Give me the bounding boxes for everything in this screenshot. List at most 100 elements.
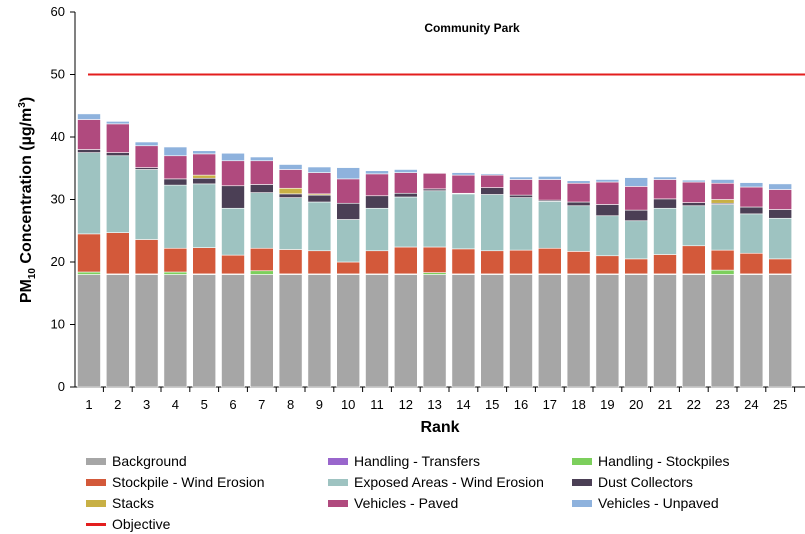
x-tick-label: 23 bbox=[715, 397, 729, 412]
bar-segment-exposed-areas-wind-erosion bbox=[192, 183, 216, 248]
bar-segment-background bbox=[221, 274, 245, 388]
bar-segment-background bbox=[250, 274, 274, 388]
bar-segment-vehicles-paved bbox=[163, 155, 188, 180]
bar-segment-vehicles-paved bbox=[537, 179, 562, 201]
bar-segment-background bbox=[134, 274, 159, 388]
bar-segment-stockpile-wind-erosion bbox=[393, 246, 418, 275]
bar-segment-vehicles-paved bbox=[566, 182, 591, 203]
x-tick-label: 16 bbox=[514, 397, 528, 412]
bar-segment-vehicles-unpaved bbox=[480, 173, 505, 176]
bar-segment-dust-collectors bbox=[336, 202, 361, 220]
bar-segment-exposed-areas-wind-erosion bbox=[509, 197, 533, 251]
y-tick-label: 10 bbox=[51, 317, 65, 332]
x-tick-label: 20 bbox=[629, 397, 643, 412]
legend-item: Stacks bbox=[86, 493, 154, 513]
bar-segment-vehicles-paved bbox=[221, 160, 245, 187]
bar-segment-vehicles-unpaved bbox=[768, 183, 793, 190]
x-tick-label: 17 bbox=[543, 397, 557, 412]
bar-segment-background bbox=[566, 274, 591, 388]
x-tick-label: 13 bbox=[427, 397, 441, 412]
x-tick-label: 25 bbox=[773, 397, 787, 412]
bar-segment-vehicles-paved bbox=[106, 123, 130, 153]
bar-segment-stockpile-wind-erosion bbox=[739, 252, 764, 275]
bar-segment-dust-collectors bbox=[221, 185, 245, 209]
bar-segment-background bbox=[422, 274, 447, 388]
bar-segment-exposed-areas-wind-erosion bbox=[768, 217, 793, 260]
bar-segment-stockpile-wind-erosion bbox=[624, 258, 649, 275]
bar-segment-vehicles-paved bbox=[710, 182, 735, 200]
bar-segment-vehicles-unpaved bbox=[681, 179, 706, 183]
svg-text:PM10 Concentration (µg/m3): PM10 Concentration (µg/m3) bbox=[17, 97, 38, 303]
bar-segment-vehicles-unpaved bbox=[624, 177, 649, 187]
x-tick-label: 21 bbox=[658, 397, 672, 412]
bar-segment-dust-collectors bbox=[393, 192, 418, 198]
legend-swatch bbox=[572, 457, 592, 465]
bar-segment-vehicles-unpaved bbox=[653, 176, 677, 180]
x-tick-label: 15 bbox=[485, 397, 499, 412]
bar-segment-dust-collectors bbox=[681, 202, 706, 207]
x-tick-label: 12 bbox=[399, 397, 413, 412]
bar-segment-background bbox=[624, 274, 649, 388]
x-tick-label: 3 bbox=[143, 397, 150, 412]
bar-segment-vehicles-paved bbox=[393, 172, 418, 194]
bar-segment-exposed-areas-wind-erosion bbox=[307, 201, 332, 252]
bar-segment-dust-collectors bbox=[624, 209, 649, 222]
bar-segment-vehicles-paved bbox=[422, 172, 447, 190]
bar-segment-dust-collectors bbox=[106, 152, 130, 157]
bar-segment-exposed-areas-wind-erosion bbox=[250, 192, 274, 249]
bar-segment-vehicles-paved bbox=[768, 189, 793, 210]
bar-segment-exposed-areas-wind-erosion bbox=[681, 205, 706, 247]
y-tick-label: 50 bbox=[51, 67, 65, 82]
x-axis-label: Rank bbox=[420, 419, 459, 436]
legend-item: Background bbox=[86, 451, 187, 471]
legend-swatch bbox=[328, 499, 348, 507]
bar-segment-stockpile-wind-erosion bbox=[566, 251, 591, 275]
legend-item: Vehicles - Unpaved bbox=[572, 493, 719, 513]
bar-segment-vehicles-paved bbox=[480, 174, 505, 188]
bar-segment-stockpile-wind-erosion bbox=[537, 247, 562, 275]
legend-label: Handling - Stockpiles bbox=[598, 453, 730, 469]
legend-label: Handling - Transfers bbox=[354, 453, 481, 469]
bar-segment-stockpile-wind-erosion bbox=[221, 254, 245, 275]
y-tick-label: 60 bbox=[51, 4, 65, 19]
bar-segment-dust-collectors bbox=[768, 209, 793, 219]
legend-swatch bbox=[86, 457, 106, 465]
bar-segment-exposed-areas-wind-erosion bbox=[134, 169, 159, 240]
bar-segment-exposed-areas-wind-erosion bbox=[365, 207, 389, 252]
bar-segment-stockpile-wind-erosion bbox=[106, 232, 130, 275]
bar-segment-vehicles-paved bbox=[624, 186, 649, 211]
legend-swatch bbox=[572, 478, 592, 486]
bar-segment-vehicles-unpaved bbox=[134, 141, 159, 147]
bar-segment-background bbox=[768, 274, 793, 388]
bar-segment-stockpile-wind-erosion bbox=[681, 245, 706, 275]
legend-item: Stockpile - Wind Erosion bbox=[86, 472, 265, 492]
bar-segment-vehicles-unpaved bbox=[537, 176, 562, 180]
bar-segment-dust-collectors bbox=[739, 206, 764, 215]
bar-segment-stockpile-wind-erosion bbox=[192, 247, 216, 275]
bar-segment-background bbox=[192, 274, 216, 388]
bar-segment-vehicles-paved bbox=[192, 153, 216, 176]
x-tick-label: 4 bbox=[172, 397, 179, 412]
bar-segment-background bbox=[365, 274, 389, 388]
bar-segment-background bbox=[595, 274, 620, 388]
chart-legend: Background Handling - Transfers Handling -… bbox=[86, 451, 805, 532]
bar-segment-stockpile-wind-erosion bbox=[595, 255, 620, 275]
x-tick-label: 1 bbox=[85, 397, 92, 412]
x-tick-label: 11 bbox=[370, 397, 384, 412]
legend-swatch bbox=[328, 478, 348, 486]
bar-segment-vehicles-unpaved bbox=[422, 172, 447, 174]
bar-segment-exposed-areas-wind-erosion bbox=[278, 197, 303, 250]
bar-segment-vehicles-paved bbox=[278, 169, 303, 189]
legend-swatch bbox=[572, 499, 592, 507]
bar-segment-vehicles-unpaved bbox=[278, 164, 303, 170]
legend-label: Stacks bbox=[112, 495, 155, 511]
bar-segment-background bbox=[393, 274, 418, 388]
legend-label: Stockpile - Wind Erosion bbox=[112, 474, 265, 490]
bar-segment-exposed-areas-wind-erosion bbox=[336, 219, 361, 263]
bar-segment-background bbox=[480, 274, 505, 388]
bar-segment-background bbox=[451, 274, 476, 388]
y-tick-label: 20 bbox=[51, 254, 65, 269]
bar-segment-background bbox=[307, 274, 332, 388]
bar-segment-stockpile-wind-erosion bbox=[509, 249, 533, 275]
